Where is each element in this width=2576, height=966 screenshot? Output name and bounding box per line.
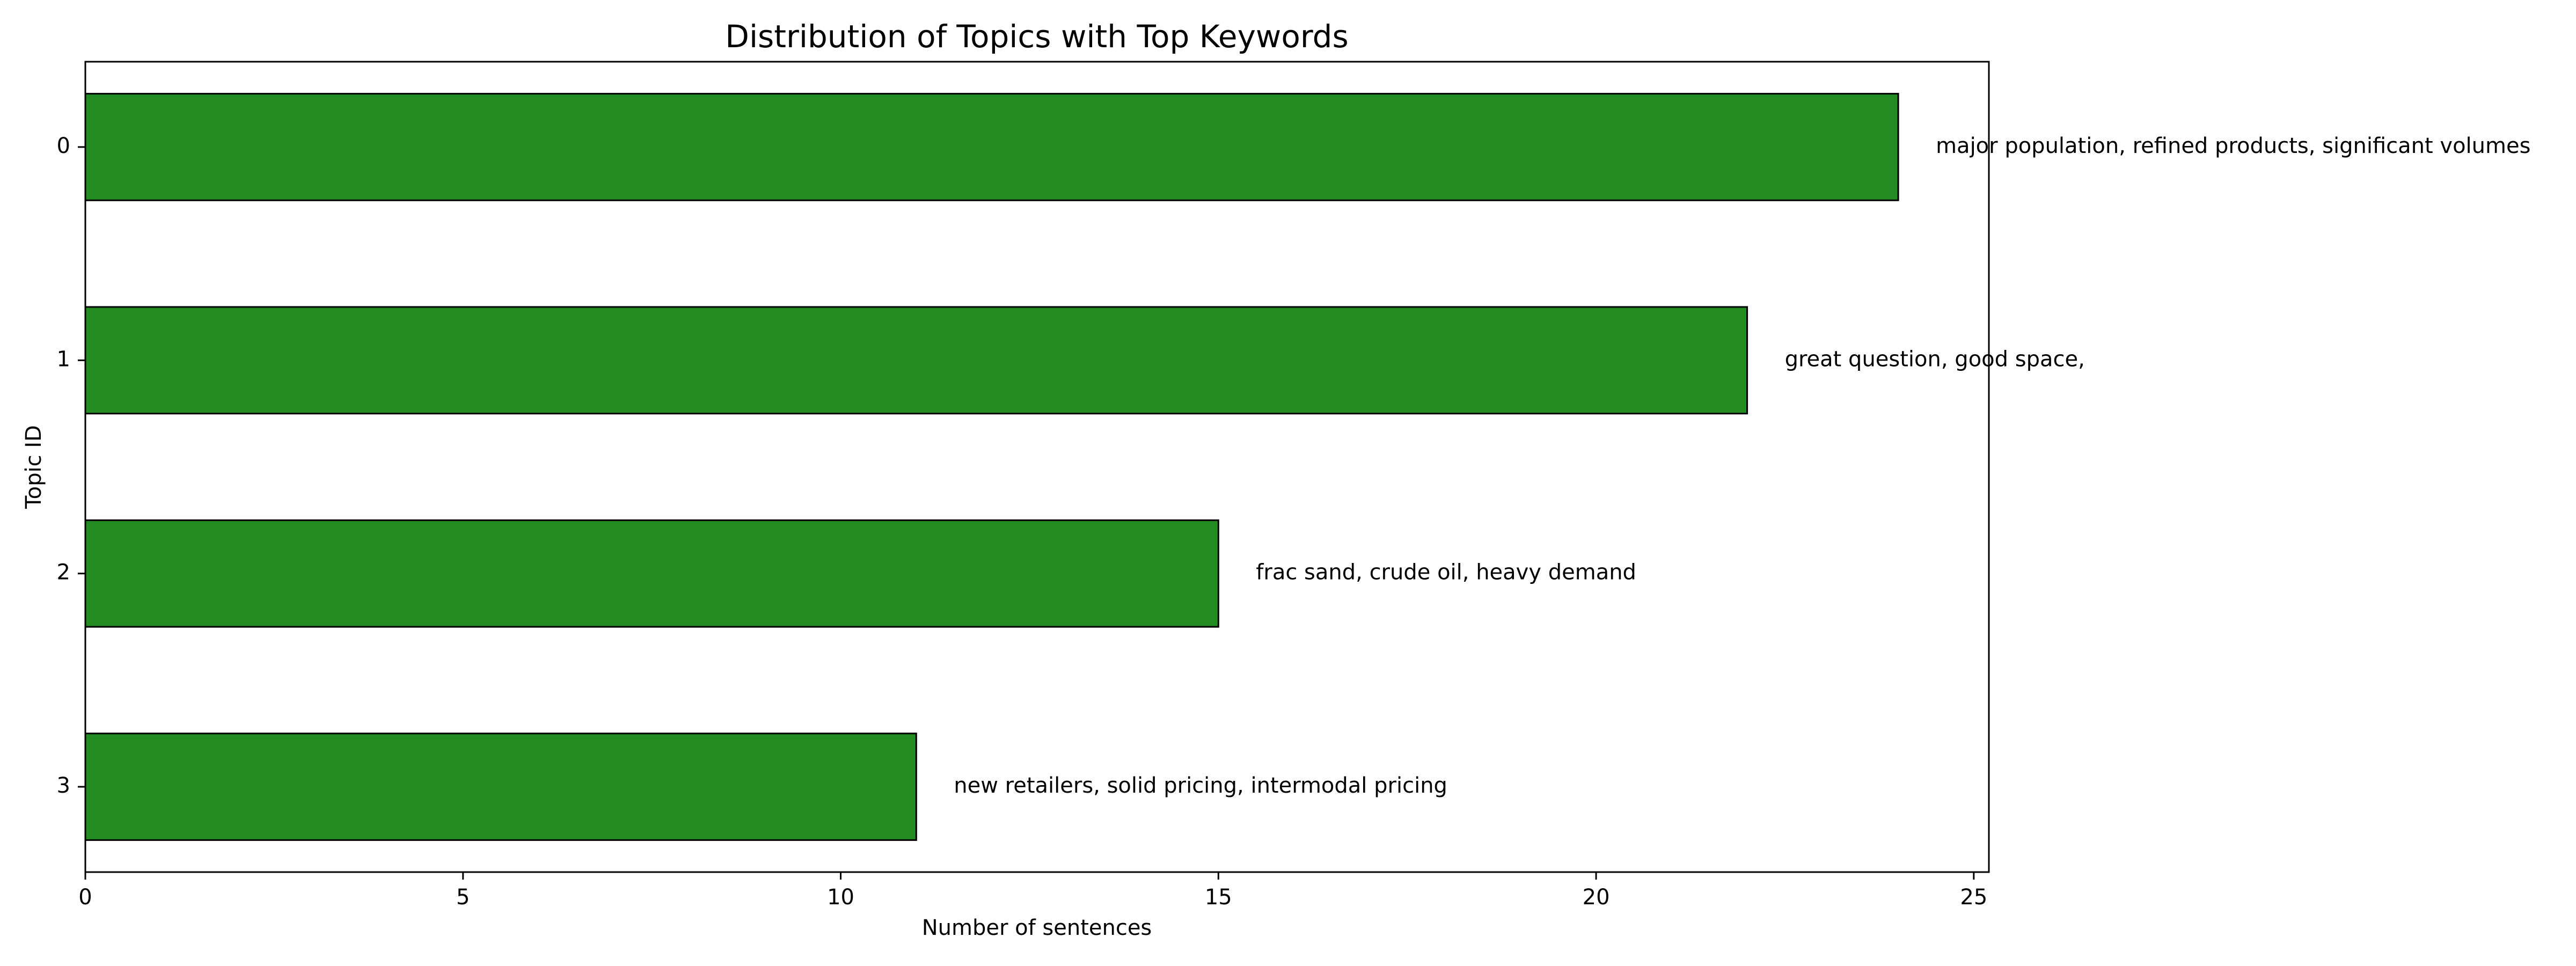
x-tick-label-10: 10 xyxy=(827,885,854,910)
y-tick-label-1: 1 xyxy=(57,347,70,371)
x-tick-label-0: 0 xyxy=(78,885,92,910)
y-tick-label-2: 2 xyxy=(57,560,70,585)
annotation-topic-1: great question, good space, xyxy=(1785,347,2085,371)
chart-title: Distribution of Topics with Top Keywords xyxy=(725,18,1348,55)
y-tick-label-3: 3 xyxy=(57,773,70,798)
bar-topic-0 xyxy=(84,93,1899,201)
bar-topic-2 xyxy=(84,519,1219,628)
x-tick-label-20: 20 xyxy=(1583,885,1610,910)
x-axis-label: Number of sentences xyxy=(922,916,1152,940)
annotation-topic-2: frac sand, crude oil, heavy demand xyxy=(1256,560,1636,585)
x-tick-label-5: 5 xyxy=(456,885,470,910)
plot-frame xyxy=(84,61,1990,873)
bar-topic-3 xyxy=(84,733,917,841)
bar-topic-1 xyxy=(84,306,1748,415)
y-axis-label: Topic ID xyxy=(21,425,46,509)
y-tick-label-0: 0 xyxy=(57,134,70,158)
bars-group xyxy=(84,93,1899,841)
annotation-topic-3: new retailers, solid pricing, intermodal… xyxy=(954,773,1447,798)
annotation-topic-0: major population, refined products, sign… xyxy=(1936,134,2530,158)
y-axis-ticks: 0 1 2 3 xyxy=(57,134,85,798)
x-tick-label-15: 15 xyxy=(1205,885,1232,910)
x-axis-ticks: 0 5 10 15 20 25 xyxy=(78,872,1987,910)
x-tick-label-25: 25 xyxy=(1960,885,1987,910)
annotations-group: major population, refined products, sign… xyxy=(954,134,2530,798)
